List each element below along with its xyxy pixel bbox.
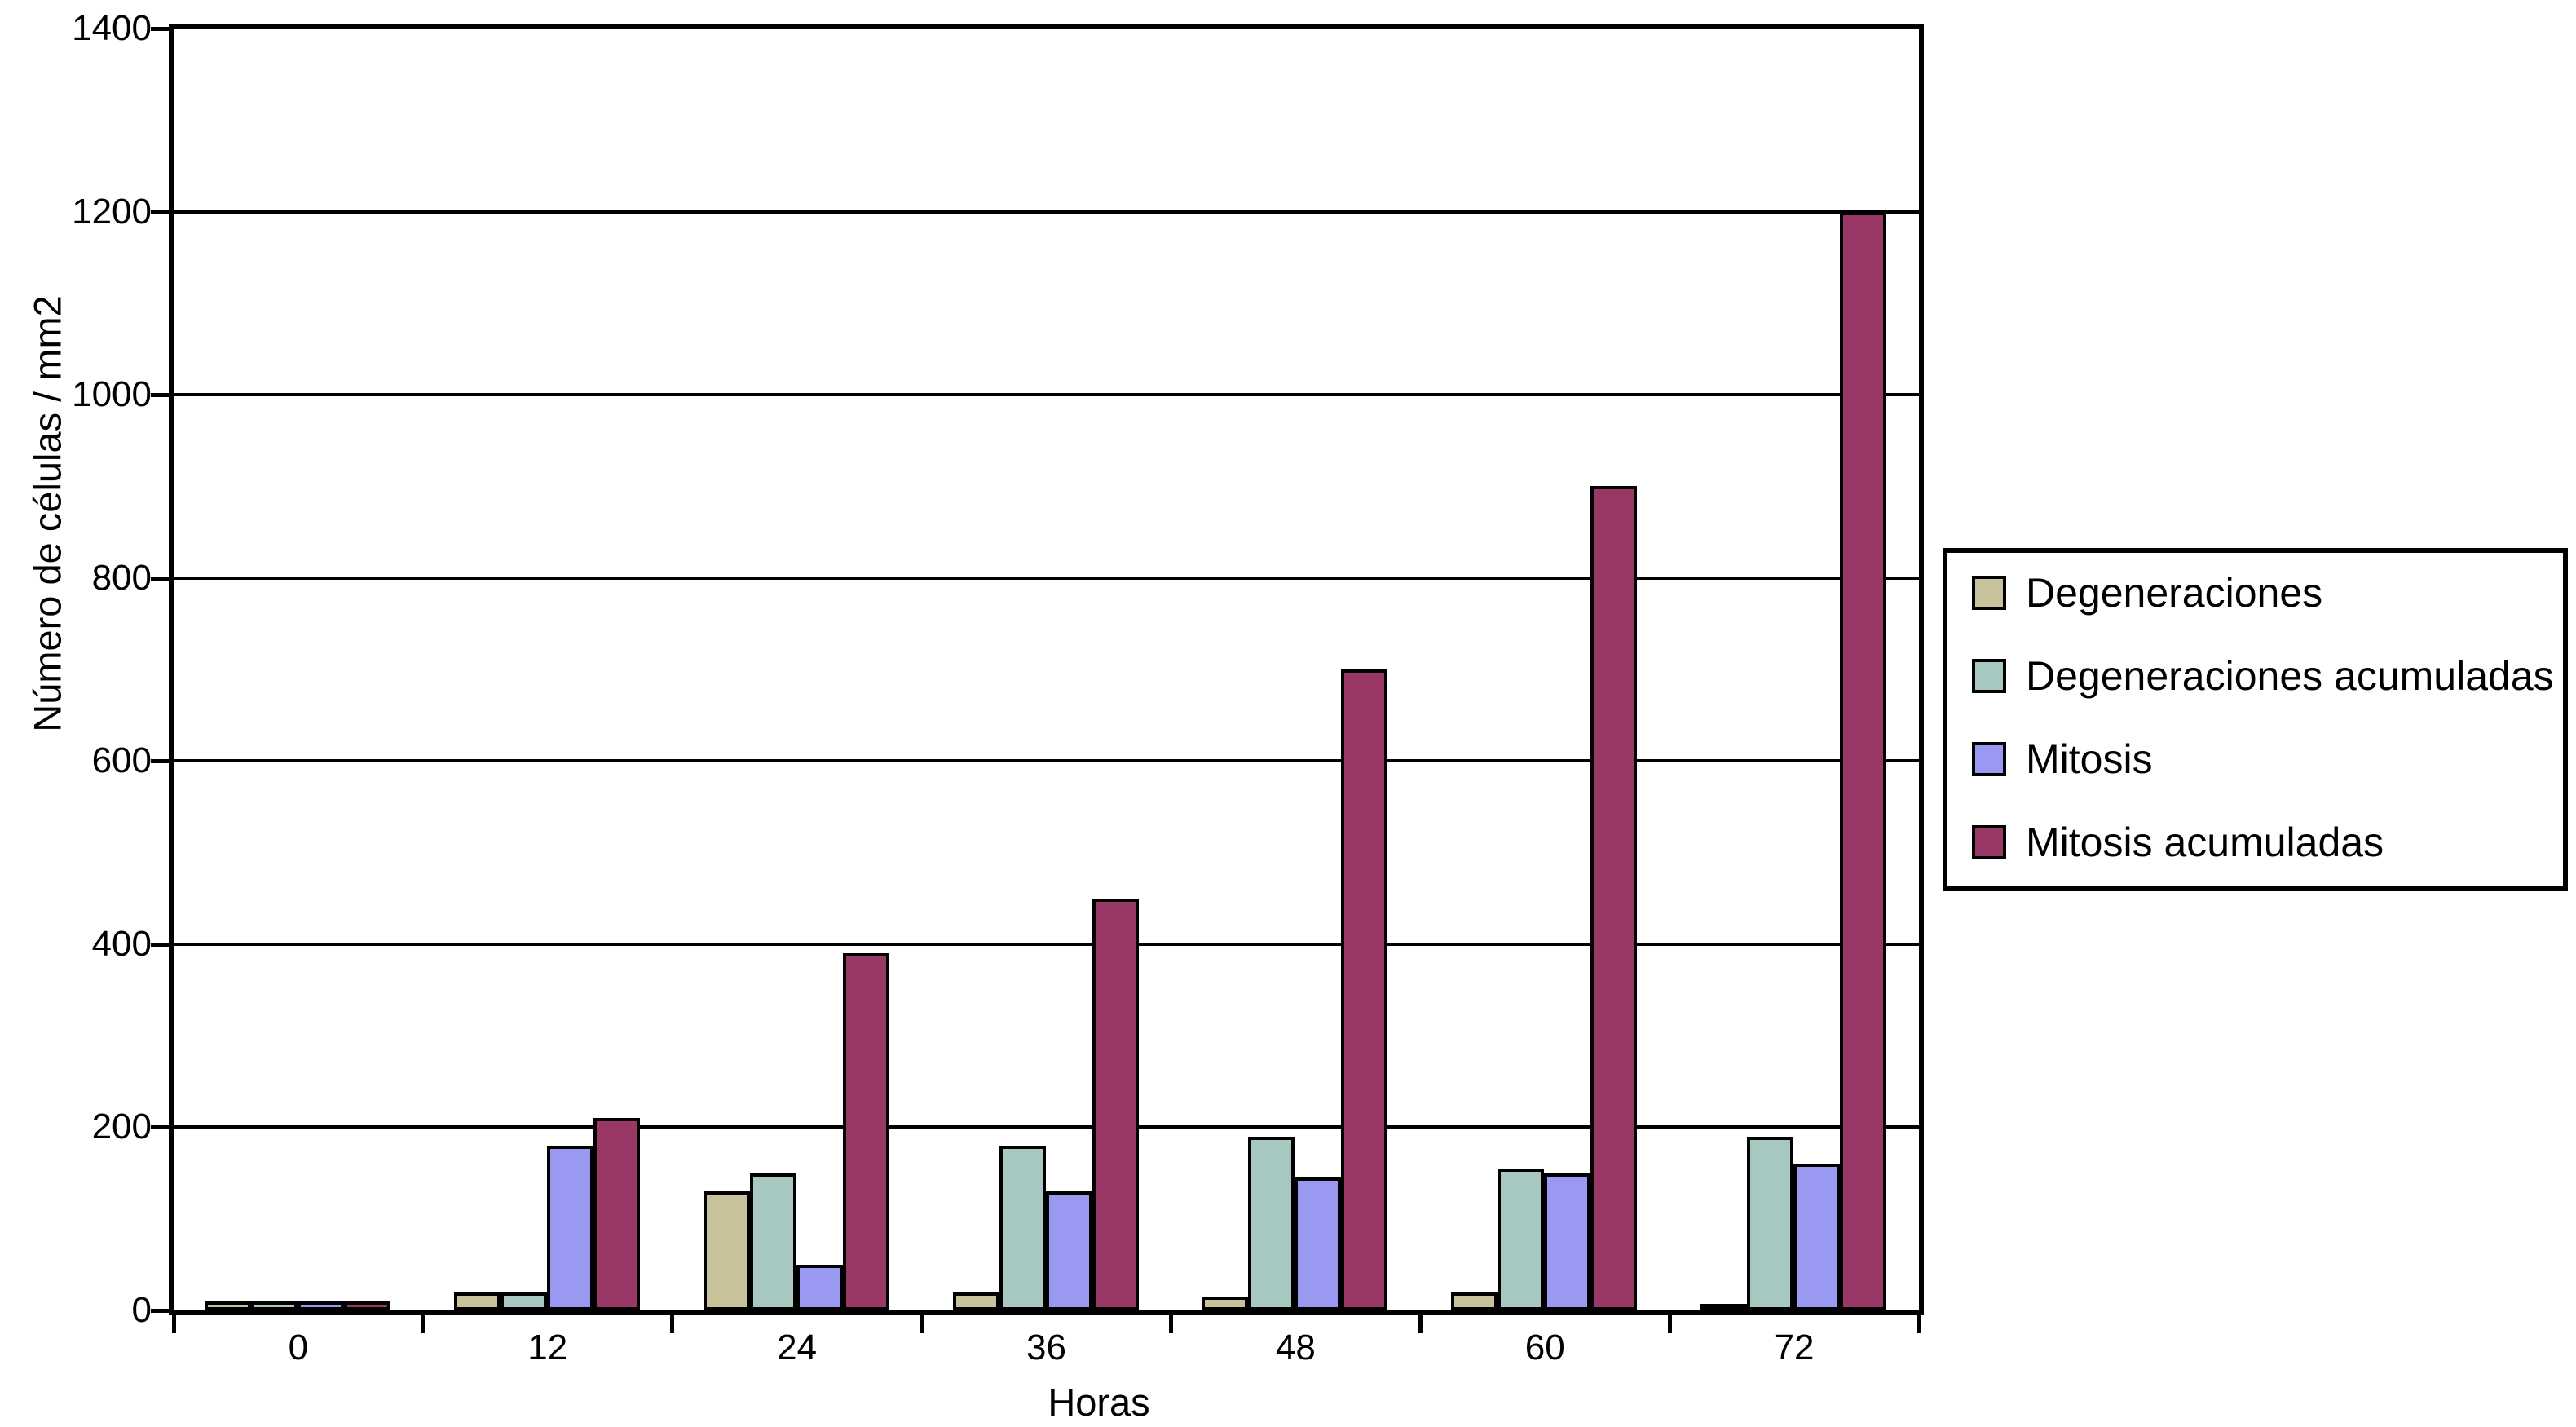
bar-mitosis-12: [546, 1145, 593, 1310]
y-tick-600: [151, 759, 169, 764]
gridline-400: [174, 942, 1919, 946]
legend-label: Mitosis: [2026, 736, 2153, 782]
bar-group-72: [1670, 29, 1919, 1310]
bar-degeneraciones-72: [1700, 1304, 1748, 1310]
bar-degeneraciones-acumuladas-72: [1747, 1136, 1794, 1310]
legend-swatch-icon: [1972, 825, 2006, 859]
y-tick-0: [151, 1309, 169, 1313]
bar-mitosis-48: [1295, 1177, 1342, 1310]
y-tick-label-400: 400: [91, 923, 152, 964]
bar-degeneraciones-acumuladas-24: [749, 1173, 796, 1310]
legend-swatch-icon: [1972, 659, 2006, 693]
x-boundary-tick-1: [421, 1315, 426, 1333]
y-tick-label-200: 200: [91, 1107, 152, 1147]
x-tick-label-12: 12: [527, 1328, 568, 1367]
gridline-200: [174, 1125, 1919, 1129]
x-boundary-tick-5: [1418, 1315, 1423, 1333]
x-boundary-tick-6: [1667, 1315, 1672, 1333]
x-tick-label-60: 60: [1524, 1328, 1565, 1367]
bar-mitosis-acumuladas-12: [593, 1118, 640, 1310]
bar-degeneraciones-36: [952, 1292, 999, 1310]
legend-item-mitosis-acumuladas: Mitosis acumuladas: [1947, 808, 2563, 877]
legend: Degeneraciones Degeneraciones acumuladas M…: [1943, 548, 2568, 891]
y-tick-label-1000: 1000: [72, 374, 152, 415]
bar-degeneraciones-acumuladas-36: [999, 1145, 1046, 1310]
bar-group-48: [1171, 29, 1420, 1310]
bar-mitosis-0: [298, 1301, 344, 1310]
bar-mitosis-acumuladas-48: [1341, 669, 1388, 1310]
x-boundary-tick-3: [920, 1315, 924, 1333]
gridline-600: [174, 759, 1919, 763]
x-tick-label-48: 48: [1275, 1328, 1316, 1367]
y-tick-label-0: 0: [131, 1290, 152, 1330]
x-tick-label-72: 72: [1774, 1328, 1815, 1367]
legend-label: Degeneraciones acumuladas: [2026, 653, 2554, 699]
bar-degeneraciones-acumuladas-48: [1248, 1136, 1295, 1310]
x-axis-title: Horas: [1048, 1381, 1150, 1424]
bar-mitosis-acumuladas-72: [1840, 211, 1887, 1310]
bar-mitosis-acumuladas-60: [1590, 486, 1638, 1310]
legend-item-degeneraciones-acumuladas: Degeneraciones acumuladas: [1947, 642, 2563, 710]
y-tick-1200: [151, 210, 169, 214]
bar-mitosis-acumuladas-0: [344, 1301, 390, 1310]
bar-group-0: [174, 29, 423, 1310]
gridline-1000: [174, 393, 1919, 397]
y-tick-800: [151, 576, 169, 581]
bar-mitosis-24: [796, 1264, 843, 1310]
bar-mitosis-acumuladas-36: [1092, 898, 1139, 1310]
bar-group-60: [1420, 29, 1670, 1310]
legend-label: Mitosis acumuladas: [2026, 820, 2384, 865]
bar-mitosis-36: [1045, 1191, 1092, 1310]
x-boundary-tick-7: [1917, 1315, 1921, 1333]
legend-item-mitosis: Mitosis: [1947, 725, 2563, 793]
bar-degeneraciones-acumuladas-0: [251, 1301, 298, 1310]
y-tick-label-1200: 1200: [72, 191, 152, 232]
y-tick-label-800: 800: [91, 557, 152, 598]
x-boundary-tick-2: [670, 1315, 675, 1333]
bar-group-36: [922, 29, 1171, 1310]
y-axis-title: Número de células / mm2: [25, 295, 69, 732]
bar-group-12: [423, 29, 673, 1310]
bar-degeneraciones-0: [205, 1301, 251, 1310]
y-tick-1000: [151, 393, 169, 398]
legend-label: Degeneraciones: [2026, 570, 2323, 616]
legend-swatch-icon: [1972, 742, 2006, 776]
gridline-1200: [174, 210, 1919, 214]
x-tick-label-24: 24: [777, 1328, 818, 1367]
gridline-800: [174, 576, 1919, 580]
plot-area: [169, 24, 1924, 1315]
bar-mitosis-60: [1544, 1173, 1591, 1310]
y-tick-label-1400: 1400: [72, 8, 152, 48]
y-tick-1400: [151, 27, 169, 31]
bar-mitosis-72: [1793, 1164, 1841, 1310]
bar-degeneraciones-48: [1202, 1297, 1249, 1310]
bar-degeneraciones-12: [453, 1292, 501, 1310]
x-tick-label-0: 0: [288, 1328, 309, 1367]
bar-group-24: [673, 29, 922, 1310]
x-tick-label-36: 36: [1026, 1328, 1066, 1367]
y-tick-400: [151, 942, 169, 947]
x-boundary-tick-0: [171, 1315, 176, 1333]
y-tick-label-600: 600: [91, 740, 152, 781]
bar-degeneraciones-acumuladas-12: [500, 1292, 547, 1310]
bar-degeneraciones-24: [703, 1191, 750, 1310]
bar-degeneraciones-acumuladas-60: [1498, 1168, 1545, 1310]
bar-mitosis-acumuladas-24: [842, 953, 889, 1310]
bar-degeneraciones-60: [1451, 1292, 1498, 1310]
legend-swatch-icon: [1972, 576, 2006, 610]
y-tick-200: [151, 1125, 169, 1130]
x-boundary-tick-4: [1168, 1315, 1173, 1333]
legend-item-degeneraciones: Degeneraciones: [1947, 559, 2563, 627]
